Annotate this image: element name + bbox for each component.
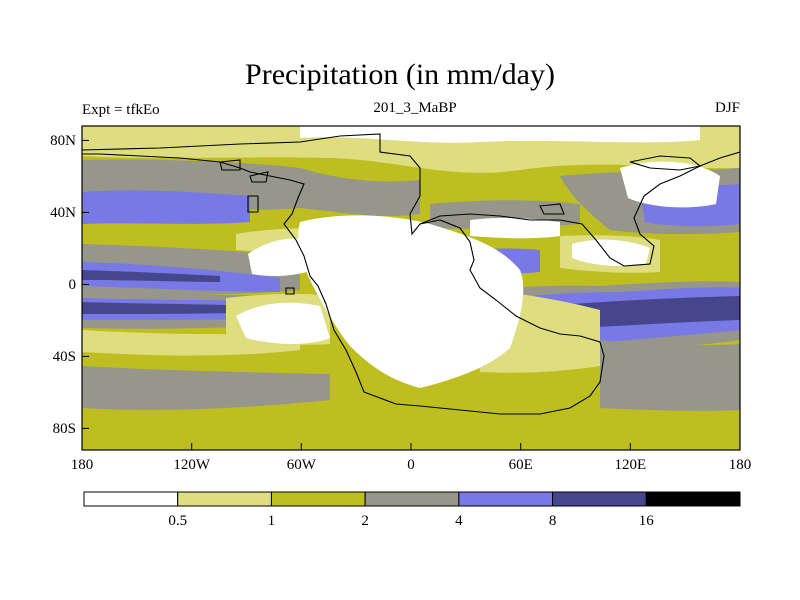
colorbar-swatch	[83, 491, 179, 507]
precipitation-field	[82, 126, 740, 450]
period-label: 201_3_MaBP	[373, 100, 457, 116]
colorbar-swatch	[645, 491, 741, 507]
x-tick-label: 60W	[287, 457, 317, 473]
continent-outlines	[82, 133, 740, 415]
colorbar-label: 8	[549, 513, 557, 529]
colorbar-label: 4	[455, 513, 463, 529]
x-tick-label: 0	[407, 457, 415, 473]
colorbar-swatch	[270, 491, 366, 507]
x-tick-label: 120E	[614, 457, 646, 473]
y-tick-label: 40S	[53, 349, 76, 365]
colorbar-swatch	[552, 491, 647, 507]
colorbar-swatch	[458, 491, 554, 507]
colorbar-label: 0.5	[168, 513, 187, 529]
tick-marks	[81, 139, 741, 450]
map-title: Precipitation (in mm/day)	[245, 58, 555, 91]
experiment-label: Expt = tfkEo	[82, 102, 160, 118]
x-tick-label: 60E	[509, 457, 533, 473]
x-tick-label: 120W	[173, 457, 211, 473]
colorbar-swatch	[364, 491, 460, 507]
y-tick-label: 40N	[50, 205, 76, 221]
colorbar-swatch	[177, 491, 272, 507]
y-tick-label: 0	[69, 277, 77, 293]
colorbar: 0.5 1 2 4 8 16	[83, 491, 741, 529]
x-tick-label: 180	[71, 457, 94, 473]
y-tick-label: 80S	[53, 421, 76, 437]
season-label: DJF	[714, 100, 740, 116]
colorbar-label: 16	[639, 513, 655, 529]
x-tick-label: 180	[729, 457, 752, 473]
y-tick-label: 80N	[50, 133, 76, 149]
colorbar-label: 1	[268, 513, 276, 529]
colorbar-label: 2	[361, 513, 369, 529]
